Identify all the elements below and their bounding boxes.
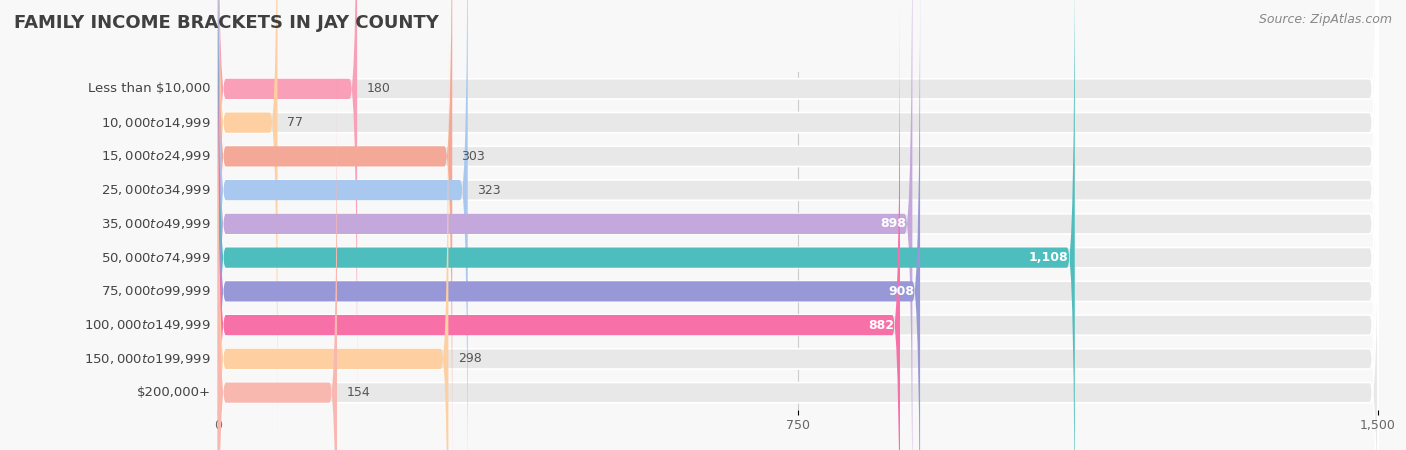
FancyBboxPatch shape (218, 0, 1378, 450)
FancyBboxPatch shape (218, 0, 1378, 450)
FancyBboxPatch shape (218, 0, 1378, 450)
Text: 77: 77 (287, 116, 302, 129)
FancyBboxPatch shape (218, 0, 1074, 450)
Text: FAMILY INCOME BRACKETS IN JAY COUNTY: FAMILY INCOME BRACKETS IN JAY COUNTY (14, 14, 439, 32)
Text: 154: 154 (346, 386, 370, 399)
Text: 303: 303 (461, 150, 485, 163)
Text: 1,108: 1,108 (1029, 251, 1069, 264)
FancyBboxPatch shape (218, 65, 337, 450)
FancyBboxPatch shape (218, 0, 920, 450)
Text: 898: 898 (880, 217, 905, 230)
Text: $50,000 to $74,999: $50,000 to $74,999 (101, 251, 211, 265)
Text: $150,000 to $199,999: $150,000 to $199,999 (84, 352, 211, 366)
FancyBboxPatch shape (218, 0, 453, 450)
Text: 882: 882 (868, 319, 894, 332)
Text: $25,000 to $34,999: $25,000 to $34,999 (101, 183, 211, 197)
Text: $15,000 to $24,999: $15,000 to $24,999 (101, 149, 211, 163)
FancyBboxPatch shape (218, 0, 277, 450)
FancyBboxPatch shape (218, 0, 1378, 450)
FancyBboxPatch shape (218, 32, 1378, 450)
FancyBboxPatch shape (218, 0, 1378, 450)
Text: 908: 908 (889, 285, 914, 298)
Text: $10,000 to $14,999: $10,000 to $14,999 (101, 116, 211, 130)
Text: 298: 298 (458, 352, 481, 365)
FancyBboxPatch shape (218, 0, 1378, 450)
Text: $75,000 to $99,999: $75,000 to $99,999 (101, 284, 211, 298)
FancyBboxPatch shape (218, 32, 449, 450)
Text: $35,000 to $49,999: $35,000 to $49,999 (101, 217, 211, 231)
Text: 180: 180 (367, 82, 391, 95)
FancyBboxPatch shape (218, 0, 900, 450)
FancyBboxPatch shape (218, 0, 357, 416)
FancyBboxPatch shape (218, 0, 1378, 416)
Text: $100,000 to $149,999: $100,000 to $149,999 (84, 318, 211, 332)
Text: Source: ZipAtlas.com: Source: ZipAtlas.com (1258, 14, 1392, 27)
FancyBboxPatch shape (218, 0, 1378, 450)
FancyBboxPatch shape (218, 0, 912, 450)
Text: 323: 323 (477, 184, 501, 197)
FancyBboxPatch shape (218, 65, 1378, 450)
Text: Less than $10,000: Less than $10,000 (89, 82, 211, 95)
Text: $200,000+: $200,000+ (136, 386, 211, 399)
FancyBboxPatch shape (218, 0, 468, 450)
